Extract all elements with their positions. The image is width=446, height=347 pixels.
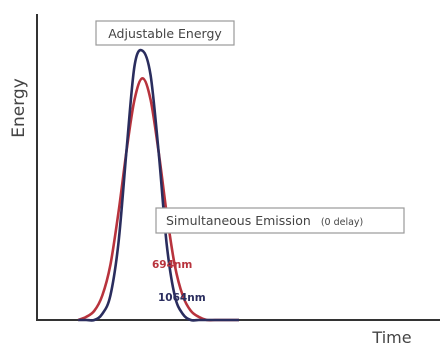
x-axis-label: Time: [371, 328, 411, 347]
series-label-1064nm: 1064nm: [158, 292, 206, 304]
adjustable-energy-box: [95, 20, 235, 46]
series-label-694nm: 694nm: [152, 259, 192, 271]
series-line-694nm: [77, 77, 239, 322]
simultaneous-emission-annotation: Simultaneous Emission (0 delay): [166, 213, 363, 228]
series-layer: [77, 48, 239, 322]
simultaneous-emission-box: [155, 207, 405, 234]
simultaneous-emission-text: Simultaneous Emission: [166, 213, 311, 228]
adjustable-energy-annotation: Adjustable Energy: [108, 26, 222, 41]
y-axis-label: Energy: [9, 78, 29, 138]
zero-delay-text: (0 delay): [321, 217, 363, 228]
series-line-1064nm: [78, 48, 239, 322]
